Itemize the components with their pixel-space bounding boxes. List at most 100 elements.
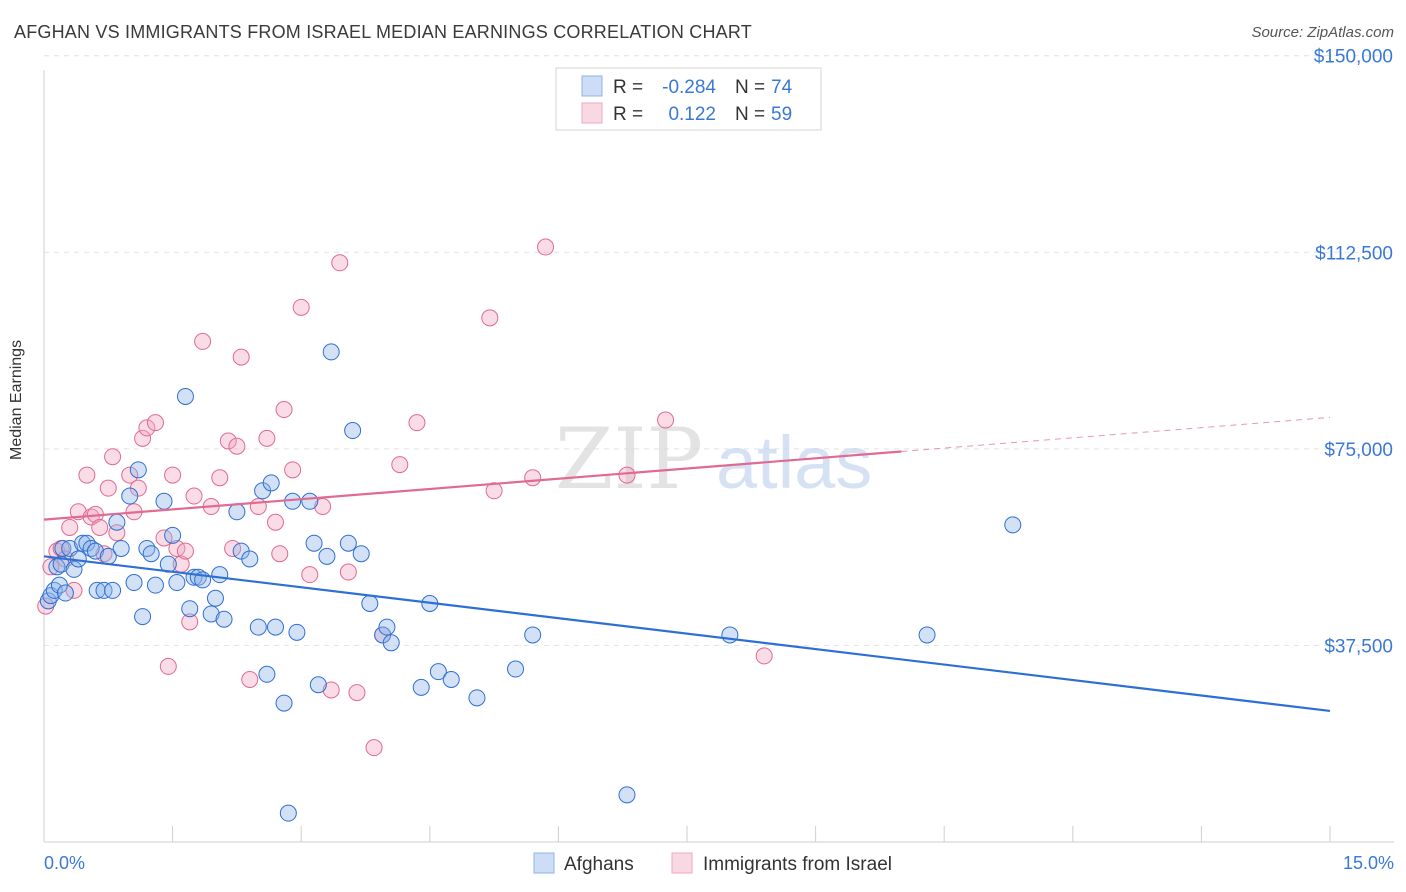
afghans-point-54 [305, 534, 323, 552]
israel-point-60 [657, 411, 675, 429]
afghans-point-64 [382, 634, 400, 652]
israel-point-28 [181, 613, 199, 631]
afghans-point-40 [215, 610, 233, 628]
legend-n-label-israel: N = [735, 104, 765, 125]
bottom-legend: Afghans Immigrants from Israel [533, 852, 892, 875]
israel-point-1 [42, 558, 60, 576]
israel-point-30 [194, 332, 212, 350]
afghans-point-2 [45, 581, 63, 599]
israel-point-8 [78, 466, 96, 484]
bottom-legend-label-afghans: Afghans [564, 854, 634, 875]
israel-point-61 [755, 647, 773, 665]
x-tick-label-min: 0.0% [44, 853, 85, 873]
series-afghans-points [39, 343, 1022, 822]
afghans-point-9 [65, 560, 83, 578]
legend-swatch-israel [581, 102, 603, 124]
afghans-point-67 [429, 663, 447, 681]
afghans-point-74 [918, 626, 936, 644]
afghans-point-26 [142, 545, 160, 563]
watermark-atlas: atlas [716, 421, 872, 504]
israel-point-36 [232, 348, 250, 366]
legend-r-value-afghans: -0.284 [662, 77, 716, 98]
israel-point-40 [266, 513, 284, 531]
bottom-legend-swatch-israel [671, 852, 693, 874]
legend-n-value-israel: 59 [771, 104, 792, 125]
afghans-point-50 [279, 804, 297, 822]
afghans-point-39 [211, 566, 229, 584]
afghans-point-11 [74, 534, 92, 552]
afghans-point-23 [129, 461, 147, 479]
axes [43, 70, 1394, 843]
israel-point-43 [284, 461, 302, 479]
afghans-point-48 [266, 618, 284, 636]
israel-point-11 [91, 518, 109, 536]
y-tick-label-1: $75,000 [1324, 440, 1393, 461]
israel-point-38 [249, 498, 267, 516]
afghans-point-38 [206, 589, 224, 607]
legend-n-label-afghans: N = [735, 77, 765, 98]
israel-point-24 [164, 466, 182, 484]
afghans-point-59 [344, 422, 362, 440]
trend-line-afghans [43, 555, 1331, 713]
watermark: ZIP atlas [555, 410, 872, 508]
afghans-point-72 [618, 786, 636, 804]
y-tick-label-2: $112,500 [1315, 243, 1393, 264]
israel-point-27 [176, 542, 194, 560]
afghans-point-47 [262, 474, 280, 492]
watermark-zip: ZIP [555, 410, 703, 508]
afghans-point-60 [352, 545, 370, 563]
afghans-point-14 [86, 542, 104, 560]
afghans-point-28 [155, 492, 173, 510]
afghans-point-68 [442, 671, 460, 689]
israel-point-45 [301, 566, 319, 584]
israel-point-48 [331, 254, 349, 272]
afghans-point-22 [125, 574, 143, 592]
chart-title: AFGHAN VS IMMIGRANTS FROM ISRAEL MEDIAN … [14, 22, 752, 42]
israel-point-35 [228, 437, 246, 455]
israel-point-16 [121, 466, 139, 484]
afghans-point-21 [121, 487, 139, 505]
legend-r-label-israel: R = [613, 104, 643, 125]
israel-point-54 [408, 414, 426, 432]
afghans-point-57 [322, 343, 340, 361]
israel-point-5 [61, 518, 79, 536]
afghans-point-6 [54, 539, 72, 557]
afghans-point-20 [112, 539, 130, 557]
afghans-point-18 [104, 581, 122, 599]
afghans-point-55 [309, 676, 327, 694]
trend-lines [43, 416, 1331, 713]
afghans-point-75 [1004, 516, 1022, 534]
israel-point-33 [219, 432, 237, 450]
legend-r-value-israel: 0.122 [668, 104, 716, 125]
afghans-point-44 [249, 618, 267, 636]
israel-point-21 [146, 414, 164, 432]
afghans-point-30 [164, 526, 182, 544]
afghans-point-32 [176, 387, 194, 405]
chart-source: Source: ZipAtlas.com [1251, 24, 1394, 41]
afghans-point-43 [241, 550, 259, 568]
gridlines [44, 55, 1394, 646]
afghans-point-16 [95, 581, 113, 599]
y-tick-label-3: $150,000 [1314, 47, 1393, 68]
israel-point-39 [258, 429, 276, 447]
afghans-point-63 [378, 618, 396, 636]
trend-line-israel [43, 450, 902, 521]
legend-frame [555, 67, 822, 131]
israel-point-47 [322, 681, 340, 699]
x-tick-label-max: 15.0% [1343, 853, 1394, 873]
y-tick-label-0: $37,500 [1324, 636, 1393, 657]
afghans-point-70 [507, 660, 525, 678]
afghans-point-31 [168, 574, 186, 592]
israel-point-37 [241, 671, 259, 689]
afghans-point-7 [56, 584, 74, 602]
israel-point-23 [159, 657, 177, 675]
afghans-point-41 [228, 503, 246, 521]
legend-swatch-afghans [581, 75, 603, 97]
legend-n-value-afghans: 74 [771, 77, 793, 98]
israel-point-49 [339, 563, 357, 581]
afghans-point-52 [288, 623, 306, 641]
afghans-point-69 [468, 689, 486, 707]
afghans-point-49 [275, 694, 293, 712]
afghans-point-53 [301, 492, 319, 510]
